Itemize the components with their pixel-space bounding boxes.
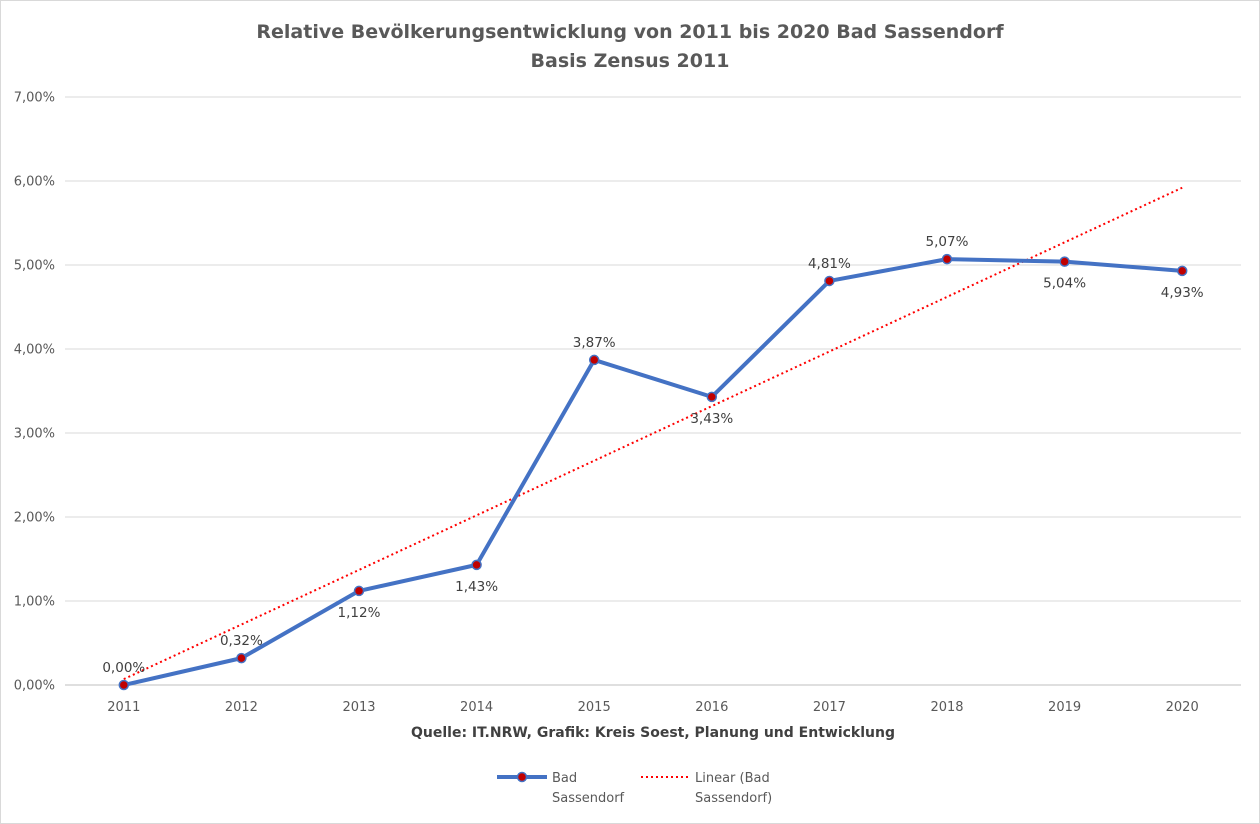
x-tick-label: 2016 (695, 700, 728, 715)
legend-marker-series (516, 771, 528, 783)
data-label: 4,93% (1161, 285, 1204, 301)
x-tick-label: 2013 (342, 700, 375, 715)
series-layer (118, 253, 1188, 691)
data-labels: 0,00% 0,32% 1,12% 1,43% 3,87% 3,43% 4,81% 5,07%… (102, 234, 1203, 676)
data-point (471, 559, 482, 571)
data-label: 0,00% (102, 660, 145, 676)
series-line (121, 257, 1185, 687)
data-label: 1,43% (455, 579, 498, 595)
data-label: 5,07% (926, 234, 969, 250)
data-point (706, 391, 718, 403)
y-tick-label: 7,00% (14, 91, 55, 106)
y-tick-label: 4,00% (14, 343, 55, 358)
data-label: 0,32% (220, 633, 263, 649)
legend: Bad Sassendorf Linear (Bad Sassendorf) (497, 771, 772, 806)
chart-title: Relative Bevölkerungsentwicklung von 201… (256, 21, 1004, 43)
data-point (236, 652, 247, 664)
x-tick-label: 2014 (460, 700, 493, 715)
y-axis-ticks: 0,00% 1,00% 2,00% 3,00% 4,00% 5,00% 6,00% 7,00% (14, 91, 55, 694)
y-tick-label: 6,00% (14, 175, 55, 190)
y-tick-label: 0,00% (14, 679, 55, 694)
legend-label-trend: Linear (Bad Sassendorf) (695, 771, 772, 806)
x-axis-ticks: 2011 2012 2013 2014 2015 2016 2017 2018 2019 2020 (107, 700, 1198, 715)
data-label: 5,04% (1043, 276, 1086, 292)
x-tick-label: 2015 (578, 700, 611, 715)
y-tick-label: 3,00% (14, 427, 55, 442)
x-tick-label: 2019 (1048, 700, 1081, 715)
chart-subtitle: Basis Zensus 2011 (531, 50, 730, 72)
data-point (118, 679, 130, 691)
data-point (1059, 256, 1070, 267)
data-label: 3,87% (573, 335, 616, 351)
data-point (353, 585, 365, 597)
data-label: 1,12% (338, 605, 381, 621)
y-tick-label: 5,00% (14, 259, 55, 274)
x-axis-label: Quelle: IT.NRW, Grafik: Kreis Soest, Pla… (411, 725, 895, 741)
x-tick-label: 2018 (930, 700, 963, 715)
data-label: 3,43% (690, 411, 733, 427)
x-tick-label: 2017 (813, 700, 846, 715)
x-tick-label: 2020 (1166, 700, 1199, 715)
data-point (1176, 265, 1188, 277)
x-tick-label: 2011 (107, 700, 140, 715)
gridlines (65, 96, 1241, 686)
y-tick-label: 1,00% (14, 595, 55, 610)
y-tick-label: 2,00% (14, 511, 55, 526)
data-point (588, 354, 600, 366)
legend-label-series: Bad Sassendorf (552, 771, 625, 806)
data-label: 4,81% (808, 256, 851, 272)
x-tick-label: 2012 (225, 700, 258, 715)
data-point (941, 253, 953, 265)
data-point (824, 275, 835, 287)
